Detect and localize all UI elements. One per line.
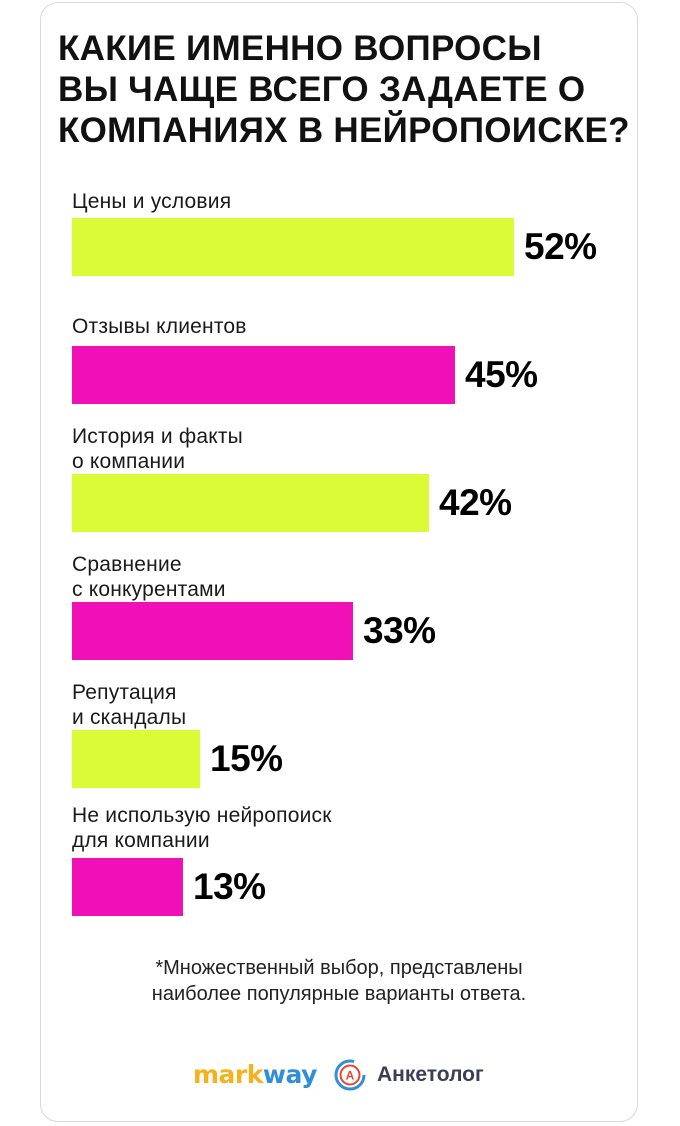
bar (72, 602, 353, 660)
bar (72, 858, 183, 916)
category-label: История и факты о компании (72, 424, 243, 474)
category-label: Отзывы клиентов (72, 314, 247, 339)
title-line: Какие именно вопросы (58, 29, 542, 68)
markway-logo: markway (193, 1060, 317, 1089)
category-label-line: Цены и условия (72, 190, 232, 213)
footnote-line: наиболее популярные варианты ответа. (151, 983, 527, 1005)
category-label-line: Сравнение (72, 553, 182, 576)
category-label: Не использую нейропоиск для компании (72, 803, 332, 853)
bar (72, 346, 455, 404)
bar (72, 218, 514, 276)
anketolog-logo-text: Анкетолог (377, 1063, 484, 1086)
value-label: 33% (363, 610, 436, 651)
category-label-line: с конкурентами (72, 578, 226, 601)
footnote-line: *Множественный выбор, представлены (155, 957, 523, 979)
category-label: Цены и условия (72, 189, 231, 214)
logos-row: markway A Анкетолог (0, 1052, 680, 1098)
bar (72, 474, 429, 532)
category-label: Сравнение с конкурентами (72, 552, 226, 602)
title-line: компаниях в нейропоиске? (58, 111, 630, 150)
chart-title: Какие именно вопросы вы чаще всего задае… (58, 28, 638, 151)
value-label: 15% (210, 738, 283, 779)
category-label: Репутация и скандалы (72, 680, 186, 730)
category-label-line: Не использую нейропоиск (72, 804, 332, 827)
anketolog-icon-letter: A (346, 1069, 355, 1083)
category-label-line: и скандалы (72, 706, 187, 729)
card-frame (40, 2, 638, 1122)
category-label-line: для компании (72, 829, 210, 852)
category-label-line: История и факты (72, 425, 243, 448)
category-label-line: Репутация (72, 681, 177, 704)
footnote: *Множественный выбор, представлены наибо… (40, 955, 638, 1007)
category-label-line: Отзывы клиентов (72, 315, 247, 338)
markway-logo-part2: way (262, 1060, 318, 1089)
bar (72, 730, 200, 788)
title-line: вы чаще всего задаете о (58, 70, 586, 109)
anketolog-logo-icon: A (334, 1059, 366, 1091)
markway-logo-part1: mark (193, 1060, 263, 1089)
value-label: 42% (439, 482, 512, 523)
value-label: 45% (465, 354, 538, 395)
value-label: 13% (193, 866, 266, 907)
value-label: 52% (524, 226, 597, 267)
category-label-line: о компании (72, 450, 186, 473)
